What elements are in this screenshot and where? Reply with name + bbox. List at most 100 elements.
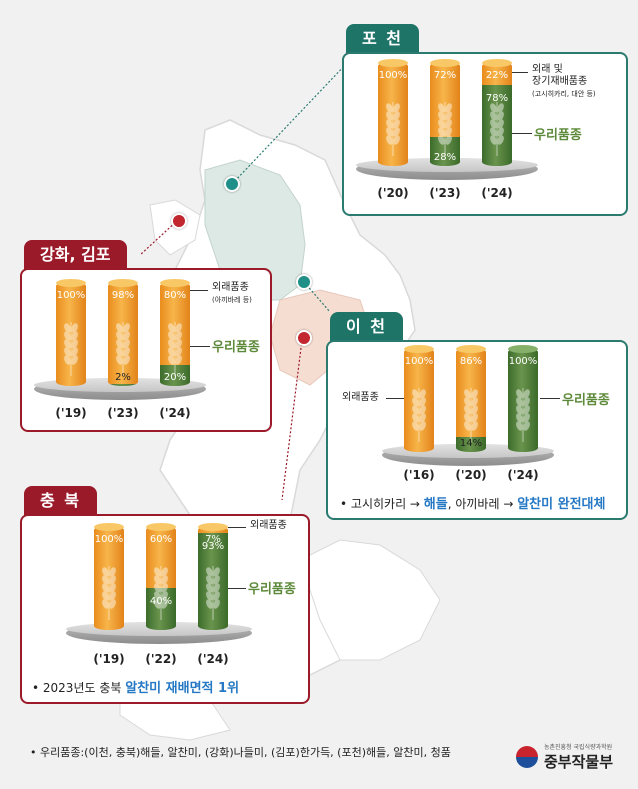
- pocheon-bar-2-foreign-segment: [482, 62, 512, 85]
- leader-pocheon: [231, 61, 349, 185]
- chungbuk-bar-0-foreign-pct: 100%: [94, 534, 124, 545]
- icheon-bar-0-foreign-segment: [404, 348, 434, 452]
- leader-chungbuk: [281, 339, 303, 501]
- icheon-tab: 이 천: [330, 312, 404, 342]
- ganghwa-bar-1-native-pct: 2%: [115, 372, 131, 383]
- ganghwa-bar-0-foreign-pct: 100%: [56, 290, 86, 301]
- chungbuk-year-0: ('19): [93, 652, 125, 666]
- map-south-region: [299, 539, 441, 661]
- icheon-note-prefix: 고시히카리 →: [350, 497, 424, 511]
- chungbuk-bar-1: [146, 526, 176, 630]
- ganghwa-bar-2-foreign-segment: [160, 282, 190, 365]
- chungbuk-bar-1-native-pct: 40%: [149, 596, 173, 607]
- ganghwa-year-0: ('19): [55, 406, 87, 420]
- wheat-icon: [515, 384, 531, 448]
- map-pin-ganghwa: [171, 213, 187, 229]
- ganghwa-lead-native: [190, 346, 210, 347]
- footer-note: • 우리품종:(이천, 충북)해들, 알찬미, (강화)나들미, (김포)한가득…: [30, 744, 451, 760]
- ganghwa-bar-2-native-pct: 20%: [163, 372, 187, 383]
- ganghwa-bar-1-native-segment: [108, 384, 138, 386]
- wheat-icon: [489, 98, 505, 162]
- chungbuk-year-1: ('22): [145, 652, 177, 666]
- footer-text: 우리품종:(이천, 충북)해들, 알찬미, (강화)나들미, (김포)한가득, …: [40, 746, 451, 759]
- wheat-icon: [385, 98, 401, 162]
- ganghwa-native-label: 우리품종: [212, 340, 260, 355]
- chungbuk-bar-2-foreign-pct: 7%: [205, 534, 221, 545]
- icheon-note: • 고시히카리 → 해들, 아끼바레 → 알찬미 완전대체: [340, 493, 605, 512]
- chungbuk-tab: 충 북: [24, 486, 98, 516]
- wheat-icon: [101, 562, 117, 626]
- icheon-note-bullet: •: [340, 497, 351, 511]
- chungbuk-bar-2-cap: [198, 523, 228, 531]
- chungbuk-bar-0-foreign-segment: [94, 526, 124, 630]
- icheon-bar-1-cap: [456, 345, 486, 353]
- pocheon-bar-2-cap: [482, 59, 512, 67]
- icheon-bar-0: [404, 348, 434, 452]
- ganghwa-bar-2: [160, 282, 190, 386]
- pocheon-native-label: 우리품종: [534, 128, 582, 143]
- wheat-icon: [411, 384, 427, 448]
- icheon-bar-2-native-pct: 100%: [508, 356, 538, 367]
- ganghwa-year-1: ('23): [107, 406, 139, 420]
- pocheon-bar-2: [482, 62, 512, 166]
- chungbuk-bar-1-native-segment: [146, 588, 176, 630]
- icheon-year-1: ('20): [455, 468, 487, 482]
- icheon-year-0: ('16): [403, 468, 435, 482]
- chungbuk-bar-2: [198, 526, 228, 630]
- pocheon-lead-foreign: [512, 72, 528, 73]
- pocheon-bar-1-native-segment: [430, 137, 460, 166]
- icheon-native-label: 우리품종: [562, 393, 610, 408]
- pocheon-bar-1-cap: [430, 59, 460, 67]
- chungbuk-bar-1-foreign-pct: 60%: [149, 534, 173, 545]
- pocheon-bar-2-native-segment: [482, 85, 512, 166]
- ganghwa-foreign-label: 외래품종 (아끼바레 등): [212, 282, 252, 306]
- chungbuk-bar-2-native-segment: [198, 533, 228, 630]
- chungbuk-foreign-label: 외래품종: [250, 520, 287, 531]
- ganghwa-bar-2-native-segment: [160, 365, 190, 386]
- pocheon-bar-2-native-pct: 78%: [485, 93, 509, 104]
- chungbuk-native-label: 우리품종: [248, 582, 296, 597]
- wheat-icon: [463, 384, 479, 448]
- icheon-lead-foreign: [386, 398, 404, 399]
- icheon-bar-1-native-pct: 14%: [459, 438, 483, 449]
- ganghwa-bar-0-cap: [56, 279, 86, 287]
- ganghwa-bar-1-cap: [108, 279, 138, 287]
- pocheon-bar-0: [378, 62, 408, 166]
- icheon-note-highlight-1: 해들: [423, 497, 448, 512]
- rda-logo: 농촌진흥청 국립식량과학원 중부작물부: [516, 740, 626, 774]
- logo-sub: 농촌진흥청 국립식량과학원: [544, 744, 613, 751]
- chungbuk-bar-0-cap: [94, 523, 124, 531]
- pocheon-year-0: ('20): [377, 186, 409, 200]
- pocheon-year-2: ('24): [481, 186, 513, 200]
- icheon-note-mid: , 아끼바레 →: [447, 497, 518, 511]
- icheon-bar-2-native-segment: [508, 348, 538, 452]
- icheon-bar-0-foreign-pct: 100%: [404, 356, 434, 367]
- ganghwa-bar-0: [56, 282, 86, 386]
- wheat-icon: [115, 318, 131, 382]
- ganghwa-foreign-sub: (아끼바레 등): [212, 296, 252, 304]
- chungbuk-bar-1-foreign-segment: [146, 526, 176, 588]
- logo-main: 중부작물부: [544, 753, 614, 771]
- chungbuk-note-bullet: •: [32, 681, 43, 695]
- icheon-bar-2-cap: [508, 345, 538, 353]
- icheon-foreign-label: 외래품종: [342, 392, 379, 403]
- chungbuk-lead-foreign: [228, 527, 246, 528]
- wheat-icon: [205, 562, 221, 626]
- pocheon-tab: 포 천: [346, 24, 420, 54]
- chungbuk-year-2: ('24): [197, 652, 229, 666]
- chungbuk-note-highlight: 알찬미 재배면적 1위: [125, 681, 240, 696]
- chungbuk-bar-1-cap: [146, 523, 176, 531]
- ganghwa-bar-2-cap: [160, 279, 190, 287]
- pocheon-bar-1: [430, 62, 460, 166]
- wheat-icon: [167, 318, 183, 382]
- icheon-year-2: ('24): [507, 468, 539, 482]
- icheon-bar-1: [456, 348, 486, 452]
- pocheon-bar-1-foreign-pct: 72%: [433, 70, 457, 81]
- icheon-bar-1-foreign-segment: [456, 348, 486, 437]
- pocheon-bar-1-foreign-segment: [430, 62, 460, 137]
- icheon-bar-0-cap: [404, 345, 434, 353]
- ganghwa-year-2: ('24): [159, 406, 191, 420]
- icheon-bar-1-native-segment: [456, 437, 486, 452]
- ganghwa-bar-0-foreign-segment: [56, 282, 86, 386]
- footer-bullet: •: [30, 746, 40, 759]
